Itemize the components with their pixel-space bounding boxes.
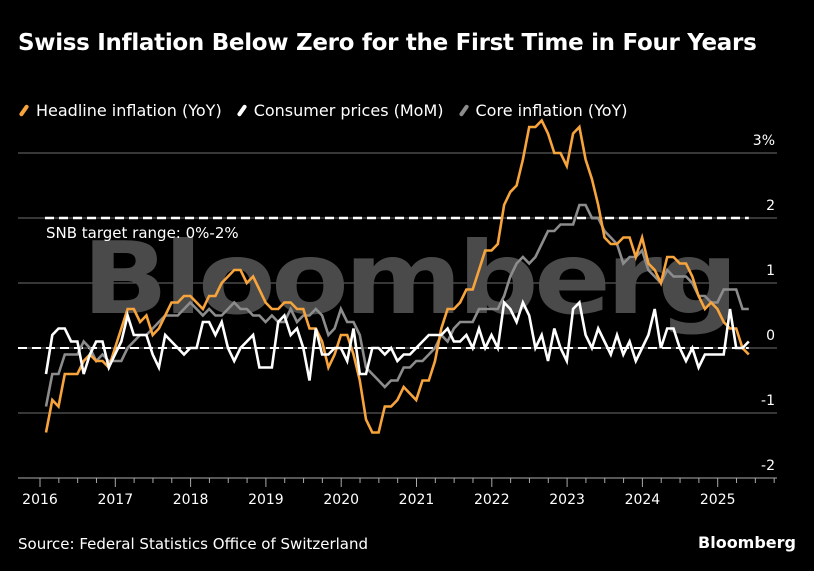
y-tick-label: -2: [761, 458, 775, 474]
x-tick-label: 2025: [700, 492, 736, 508]
x-tick-label: 2017: [97, 492, 133, 508]
x-tick-label: 2020: [323, 492, 359, 508]
series-line-consumer-prices-mom: [44, 299, 750, 381]
x-tick-label: 2016: [22, 492, 58, 508]
y-tick-label: -1: [761, 393, 775, 409]
series-line-headline-inflation-yoy: [44, 118, 750, 434]
legend-item-core: Core inflation (YoY): [458, 101, 628, 120]
x-tick-label: 2021: [399, 492, 435, 508]
y-tick-label: 3%: [753, 133, 775, 149]
legend-item-headline: Headline inflation (YoY): [18, 101, 222, 120]
source-note: Source: Federal Statistics Office of Swi…: [18, 535, 369, 553]
y-tick-label: 2: [766, 198, 775, 214]
x-tick-label: 2018: [173, 492, 209, 508]
y-tick-label: 1: [766, 263, 775, 279]
chart-title: Swiss Inflation Below Zero for the First…: [18, 30, 757, 56]
y-axis: 3% 2 1 0 -1 -2: [753, 133, 775, 474]
series-lines: [44, 118, 750, 434]
bloomberg-watermark: Bloomberg: [82, 220, 734, 337]
x-tick-label: 2023: [549, 492, 585, 508]
legend-label-headline: Headline inflation (YoY): [36, 100, 222, 120]
x-tick-label: 2022: [474, 492, 510, 508]
y-tick-label: 0: [766, 328, 775, 344]
legend-label-mom: Consumer prices (MoM): [253, 100, 444, 120]
legend-label-core: Core inflation (YoY): [475, 100, 628, 120]
target-range-label: SNB target range: 0%-2%: [46, 224, 239, 242]
x-axis: 2016 2017 2018 2019 2020 2021 2022 2023 2024 2025: [18, 477, 777, 508]
x-tick-label: 2024: [625, 492, 661, 508]
bloomberg-logo: Bloomberg: [698, 533, 796, 552]
x-tick-label: 2019: [248, 492, 284, 508]
legend: Headline inflation (YoY) Consumer prices…: [18, 98, 642, 122]
legend-item-mom: Consumer prices (MoM): [236, 101, 444, 120]
